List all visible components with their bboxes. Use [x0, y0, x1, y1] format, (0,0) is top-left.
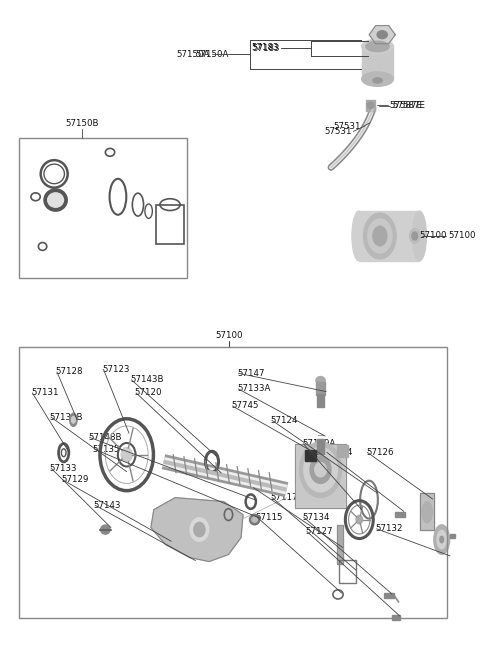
Ellipse shape [44, 189, 67, 211]
Text: 57100: 57100 [215, 331, 242, 341]
Ellipse shape [437, 531, 446, 549]
Text: 57126: 57126 [366, 448, 394, 457]
Bar [295, 443, 346, 508]
Ellipse shape [434, 525, 450, 554]
Ellipse shape [190, 518, 209, 541]
Text: 57183: 57183 [252, 44, 280, 53]
Polygon shape [151, 498, 243, 561]
Ellipse shape [48, 193, 63, 207]
Bar [337, 525, 343, 565]
Ellipse shape [377, 31, 387, 39]
Text: 57129: 57129 [61, 476, 88, 484]
Text: 57100: 57100 [420, 231, 447, 240]
Bar [19, 138, 187, 278]
Text: 57183: 57183 [252, 43, 279, 52]
Text: 57130B: 57130B [49, 413, 83, 422]
Bar [156, 204, 184, 244]
Text: 57531: 57531 [334, 122, 361, 131]
Text: 57127: 57127 [305, 527, 333, 536]
Text: 57147: 57147 [237, 369, 264, 378]
Text: 57117: 57117 [271, 493, 298, 502]
Bar [295, 443, 346, 508]
Bar [316, 382, 325, 395]
Ellipse shape [194, 523, 205, 536]
Ellipse shape [121, 447, 132, 462]
Text: 57150A: 57150A [195, 50, 228, 59]
Text: 57120: 57120 [135, 388, 162, 398]
Text: 57745: 57745 [231, 402, 259, 411]
Ellipse shape [70, 413, 77, 426]
Bar [19, 347, 447, 618]
Text: 57133: 57133 [49, 464, 77, 472]
Text: 57131: 57131 [31, 388, 59, 398]
Bar [305, 451, 316, 461]
Bar [337, 445, 348, 457]
Text: 57143: 57143 [94, 501, 121, 510]
Bar [396, 512, 405, 517]
Ellipse shape [300, 442, 341, 498]
Ellipse shape [373, 226, 387, 246]
Bar [339, 560, 356, 583]
Bar [317, 439, 324, 455]
Ellipse shape [366, 41, 389, 52]
Ellipse shape [101, 525, 110, 534]
Text: 57143B: 57143B [130, 375, 164, 384]
Polygon shape [369, 26, 395, 44]
Ellipse shape [362, 72, 394, 86]
Ellipse shape [352, 211, 366, 261]
Ellipse shape [362, 39, 394, 54]
Bar [359, 211, 420, 261]
Text: 57100: 57100 [448, 231, 476, 240]
Text: 57587E: 57587E [393, 102, 425, 111]
Bar [362, 45, 394, 79]
Text: 57123: 57123 [102, 365, 130, 374]
Text: 57134: 57134 [325, 448, 353, 457]
Ellipse shape [367, 102, 374, 109]
Bar [384, 593, 394, 598]
Text: 57531: 57531 [324, 127, 352, 136]
Ellipse shape [440, 536, 444, 543]
Ellipse shape [409, 229, 420, 243]
Bar [450, 534, 455, 538]
Ellipse shape [252, 517, 257, 522]
Bar [420, 493, 434, 531]
Text: 57134: 57134 [302, 513, 330, 521]
Ellipse shape [363, 213, 396, 259]
Text: 57132: 57132 [375, 524, 403, 533]
Ellipse shape [412, 232, 418, 240]
Ellipse shape [368, 219, 392, 253]
Text: 57150A: 57150A [177, 50, 210, 59]
Bar [393, 615, 400, 620]
Bar [317, 394, 324, 407]
Ellipse shape [72, 417, 75, 423]
Text: 57133A: 57133A [237, 384, 270, 394]
Bar [337, 525, 343, 565]
Text: 57149A: 57149A [302, 440, 336, 448]
Bar [366, 100, 375, 111]
Text: 57150B: 57150B [65, 119, 99, 128]
Text: 57115: 57115 [256, 513, 283, 521]
Bar [420, 493, 434, 531]
Ellipse shape [316, 377, 325, 384]
Ellipse shape [412, 211, 426, 261]
Text: 57124: 57124 [271, 416, 298, 425]
Ellipse shape [310, 456, 331, 483]
Text: 57148B: 57148B [88, 433, 121, 442]
Text: 57128: 57128 [56, 367, 83, 377]
Ellipse shape [422, 502, 432, 523]
Ellipse shape [315, 462, 326, 477]
Ellipse shape [356, 515, 362, 524]
Ellipse shape [304, 447, 337, 492]
Text: 57587E: 57587E [389, 101, 422, 110]
Ellipse shape [250, 514, 260, 525]
Text: 57135: 57135 [93, 445, 120, 453]
Text: 57146A: 57146A [252, 483, 285, 492]
Ellipse shape [373, 78, 382, 83]
